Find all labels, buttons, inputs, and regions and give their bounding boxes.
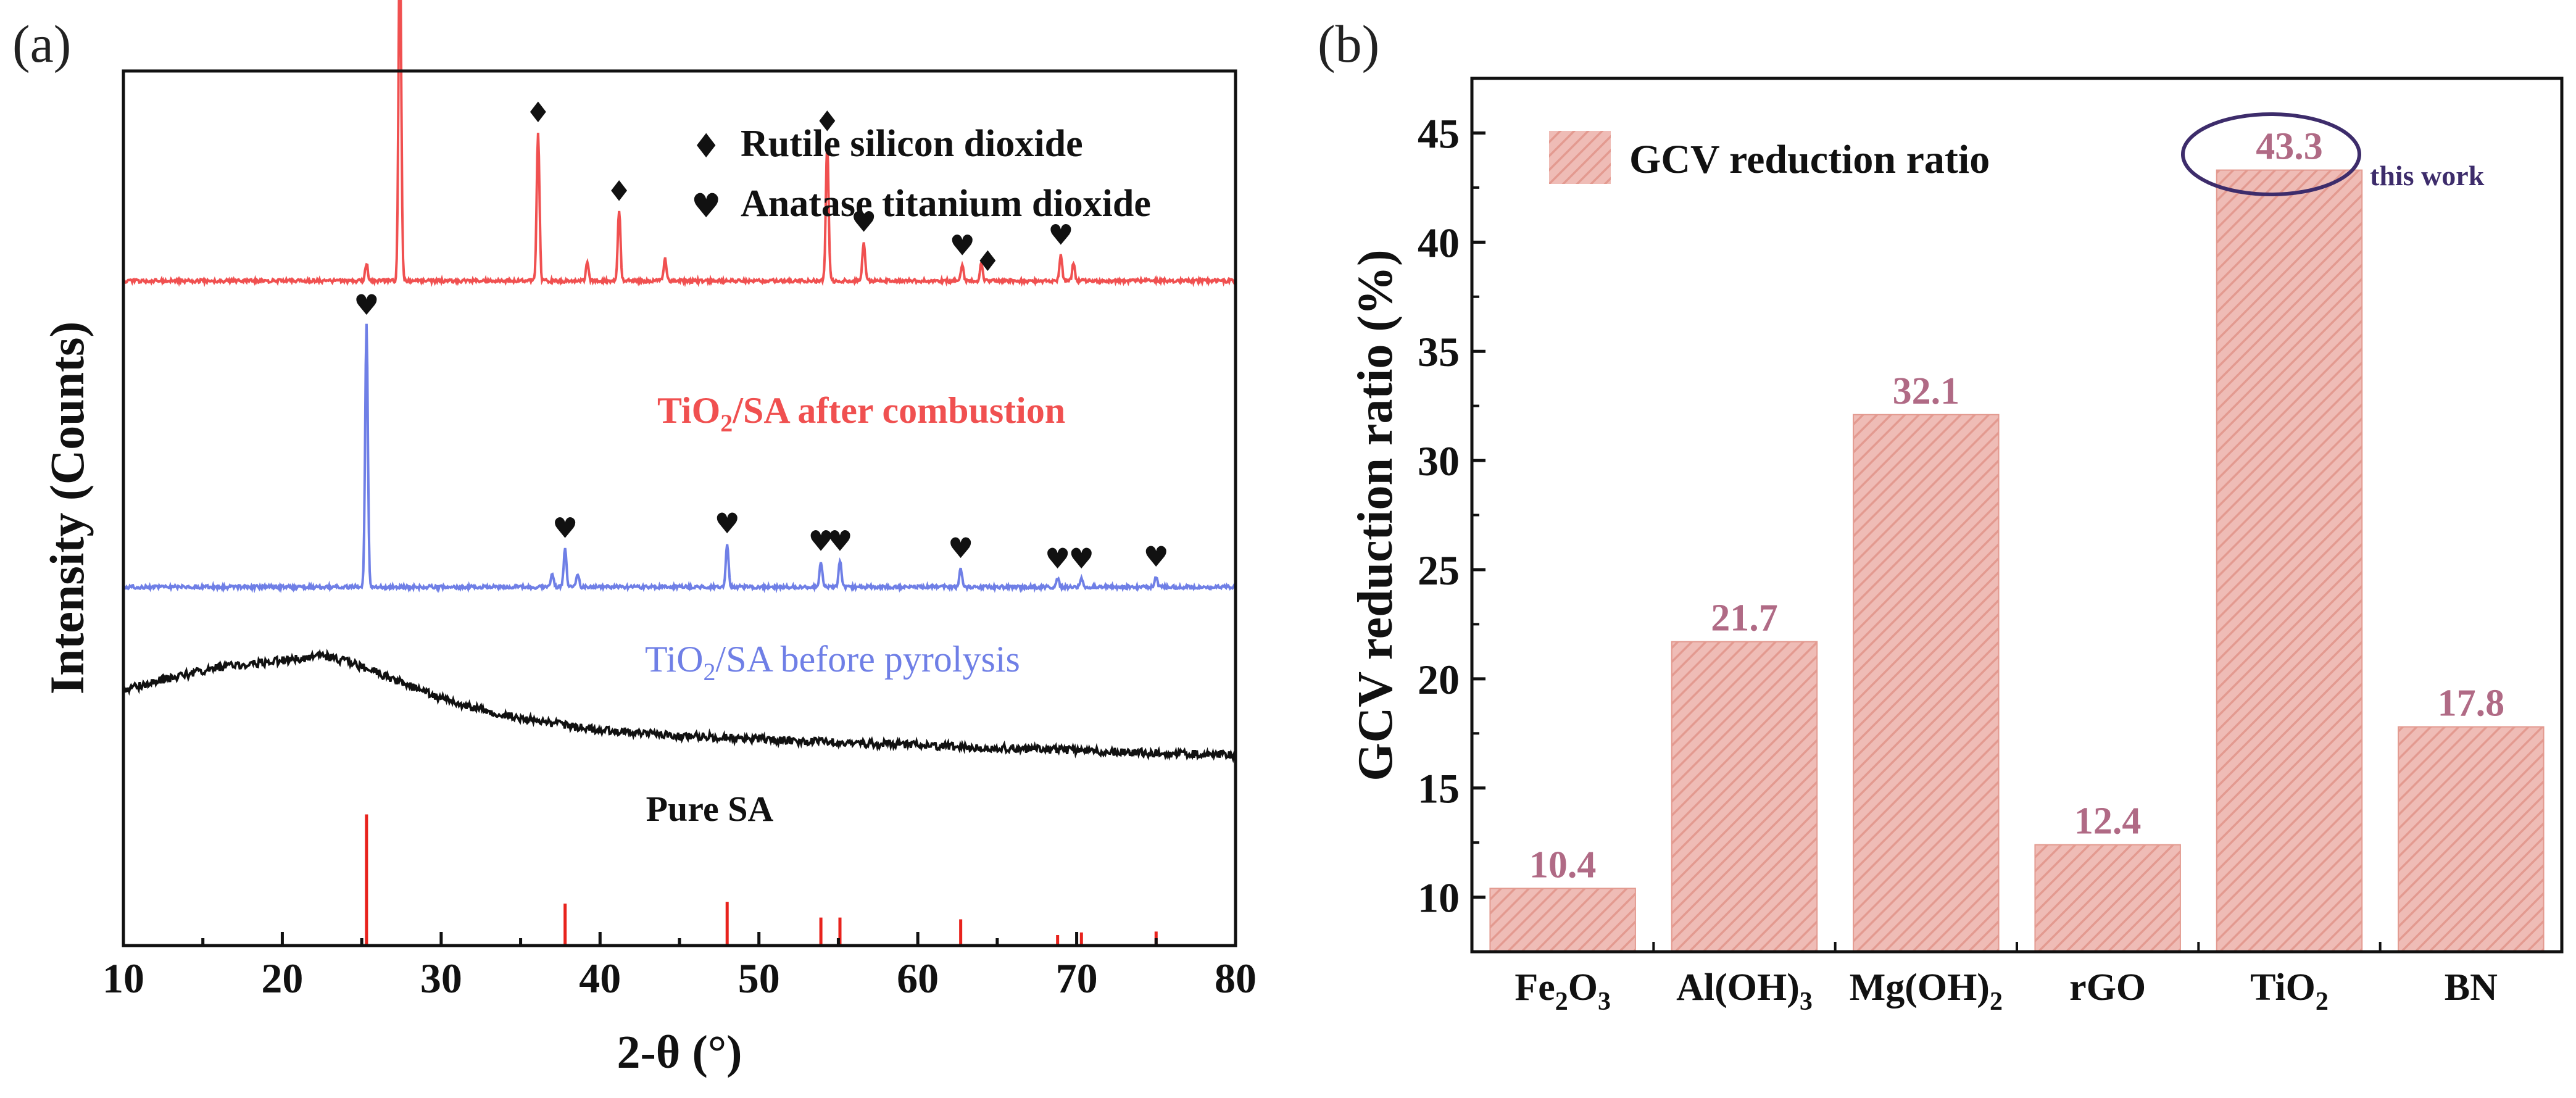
bar-rgo <box>2034 844 2181 952</box>
rutile-peak-marker: ♦ <box>607 175 632 208</box>
x-tick-label: 30 <box>420 955 462 1002</box>
y-tick-label: 35 <box>1418 328 1460 375</box>
anatase-peak-marker: ♥ <box>1048 218 1073 252</box>
panel-a-label: (a) <box>12 14 71 73</box>
anatase-peak-marker: ♥ <box>1069 542 1094 575</box>
y-tick-label: 40 <box>1418 219 1460 266</box>
category-label: TiO2 <box>2250 967 2329 1016</box>
legend-anatase-marker: ♥ <box>691 186 721 225</box>
y-tick-label: 15 <box>1418 765 1460 812</box>
anatase-peak-marker: ♥ <box>354 288 379 322</box>
xrd-line-pure-sa <box>122 648 1236 763</box>
bar-value-label: 10.4 <box>1529 844 1597 886</box>
bar-axes: Fe2O3 Al(OH)3 Mg(OH)2 rGO TiO2 BN 10 15 20 25 30 35… <box>1418 110 2563 1016</box>
bar-y-axis-label: GCV reduction ratio (%) <box>1348 249 1403 781</box>
x-tick-label: 50 <box>738 955 780 1002</box>
bar-value-label: 32.1 <box>1893 370 1960 412</box>
highlight-ellipse <box>2181 112 2361 196</box>
y-tick-label: 30 <box>1418 438 1460 485</box>
anatase-peak-marker: ♥ <box>552 511 578 544</box>
anatase-peak-marker: ♥ <box>827 525 852 558</box>
category-label: rGO <box>2069 967 2146 1009</box>
rutile-peak-marker: ♦ <box>525 96 551 129</box>
legend-gcv-text: GCV reduction ratio <box>1629 137 1990 182</box>
anatase-peak-marker: ♥ <box>715 507 740 540</box>
bar-bn <box>2398 726 2545 952</box>
x-tick-label: 80 <box>1215 955 1257 1002</box>
bar-value-label: 43.3 <box>2256 126 2323 168</box>
bar-tio2 <box>2216 169 2363 953</box>
legend-rutile-text: Rutile silicon dioxide <box>741 123 1083 165</box>
y-tick-label: 20 <box>1418 656 1460 703</box>
rutile-peak-marker: ♦ <box>975 244 1000 278</box>
xrd-line-before-pyrolysis <box>123 323 1236 594</box>
panel-b: (b) 10.4 21.7 32.1 12.4 43.3 17.8 Fe2O3 Al(OH)… <box>1318 14 2564 1016</box>
legend-swatch <box>1549 131 1611 184</box>
category-label: Mg(OH)2 <box>1850 967 2003 1016</box>
bar-aloh3 <box>1671 641 1818 953</box>
xrd-legend: ♦ Rutile silicon dioxide ♥ Anatase titan… <box>691 123 1151 225</box>
anatase-peak-marker: ♥ <box>851 205 876 238</box>
anatase-peak-marker: ♥ <box>1144 540 1169 573</box>
y-tick-label: 10 <box>1418 875 1460 921</box>
xrd-plot-area: ♦♦♦♦♥♥♦♥♥♥♥♥♥♥♥♥♥ <box>122 0 1236 946</box>
xrd-y-axis-label: Intensity (Counts) <box>40 322 94 695</box>
bar-value-label: 17.8 <box>2438 683 2505 725</box>
bar-plot-area: 10.4 21.7 32.1 12.4 43.3 17.8 <box>1489 126 2545 953</box>
y-tick-label: 25 <box>1418 547 1460 594</box>
xrd-x-axis-label: 2-θ (°) <box>617 1026 742 1078</box>
rutile-peak-marker: ♦ <box>815 104 840 138</box>
x-tick-label: 20 <box>261 955 303 1002</box>
bar-mgoh2 <box>1853 414 2000 952</box>
x-tick-label: 70 <box>1056 955 1098 1002</box>
annotation-this-work: this work <box>2370 160 2485 191</box>
label-before-pyrolysis: TiO2/SA before pyrolysis <box>645 639 1020 686</box>
category-label: Fe2O3 <box>1514 967 1611 1016</box>
anatase-peak-marker: ♥ <box>950 229 975 262</box>
xrd-x-axis: 10 20 30 40 50 60 70 80 <box>102 932 1257 1002</box>
x-tick-label: 60 <box>897 955 939 1002</box>
bar-value-label: 21.7 <box>1711 597 1778 639</box>
panel-b-label: (b) <box>1318 14 1379 73</box>
bar-legend: GCV reduction ratio <box>1549 131 1990 184</box>
x-tick-label: 40 <box>579 955 621 1002</box>
legend-anatase-text: Anatase titanium dioxide <box>741 183 1151 225</box>
category-label: Al(OH)3 <box>1676 967 1813 1016</box>
anatase-peak-marker: ♥ <box>948 531 973 565</box>
bar-fe2o3 <box>1489 888 1636 952</box>
y-tick-label: 45 <box>1418 110 1460 157</box>
category-label: BN <box>2445 967 2498 1009</box>
x-tick-label: 10 <box>102 955 144 1002</box>
legend-rutile-marker: ♦ <box>691 127 721 165</box>
xrd-line-after-combustion <box>122 0 1236 288</box>
label-pure-sa: Pure SA <box>646 789 774 829</box>
label-after-combustion: TiO2/SA after combustion <box>657 390 1065 437</box>
bar-value-label: 12.4 <box>2074 801 2142 842</box>
anatase-peak-marker: ♥ <box>1045 542 1070 575</box>
anatase-peak-marker: ♥ <box>808 525 833 558</box>
